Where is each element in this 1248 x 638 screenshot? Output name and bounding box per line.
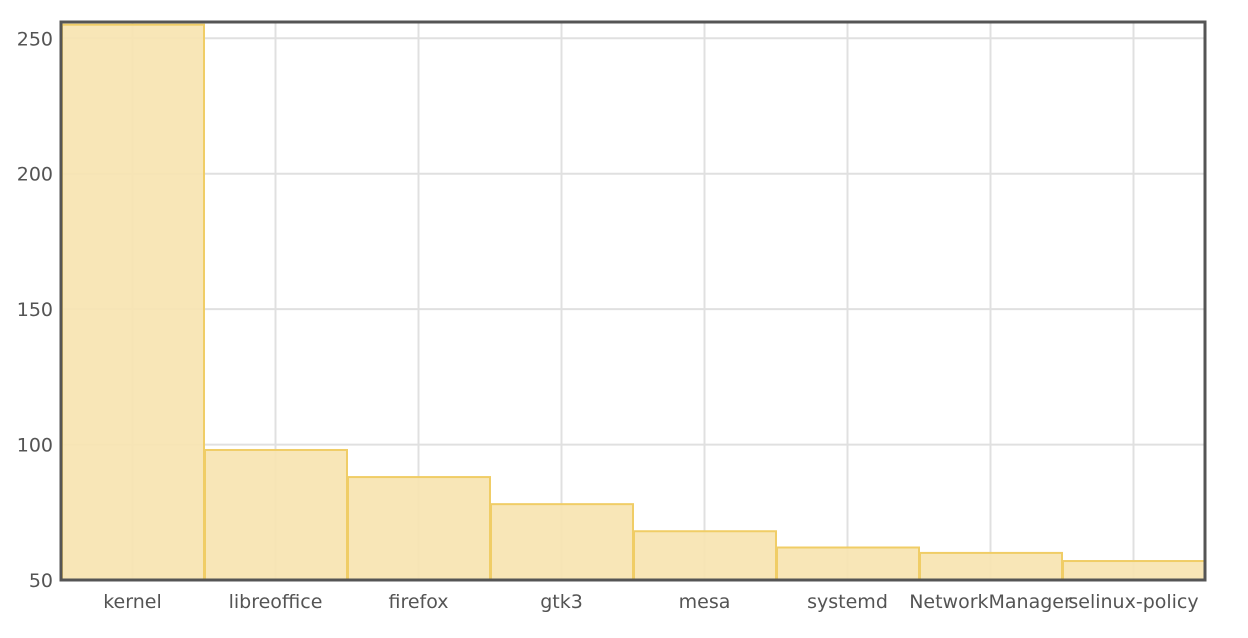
y-axis-ticks: 50 100 150 200 250 bbox=[17, 28, 53, 592]
x-tick-label: libreoffice bbox=[229, 591, 323, 613]
x-tick-label: NetworkManager bbox=[909, 591, 1072, 613]
bar-kernel bbox=[61, 23, 205, 581]
y-tick-label: 150 bbox=[17, 299, 53, 321]
bar-selinux-policy bbox=[1062, 560, 1206, 581]
plot-frame bbox=[59, 20, 1207, 582]
x-tick-label: mesa bbox=[679, 591, 731, 613]
bar-libreoffice bbox=[204, 448, 348, 582]
x-tick-label: systemd bbox=[807, 591, 888, 613]
x-tick-label: selinux-policy bbox=[1068, 591, 1198, 613]
bars bbox=[61, 23, 1206, 582]
bar-firefox bbox=[347, 476, 491, 581]
bar-networkmanager bbox=[919, 551, 1063, 581]
bar-mesa bbox=[633, 530, 777, 582]
bar-gtk3 bbox=[490, 503, 634, 581]
y-tick-label: 50 bbox=[29, 570, 53, 592]
y-tick-label: 100 bbox=[17, 435, 53, 457]
x-tick-label: firefox bbox=[388, 591, 448, 613]
y-tick-label: 250 bbox=[17, 28, 53, 50]
bar-systemd bbox=[776, 546, 920, 581]
x-tick-label: kernel bbox=[103, 591, 162, 613]
y-tick-label: 200 bbox=[17, 164, 53, 186]
x-axis-ticks: kernel libreoffice firefox gtk3 mesa systemd N… bbox=[103, 591, 1198, 613]
x-tick-label: gtk3 bbox=[540, 591, 583, 613]
